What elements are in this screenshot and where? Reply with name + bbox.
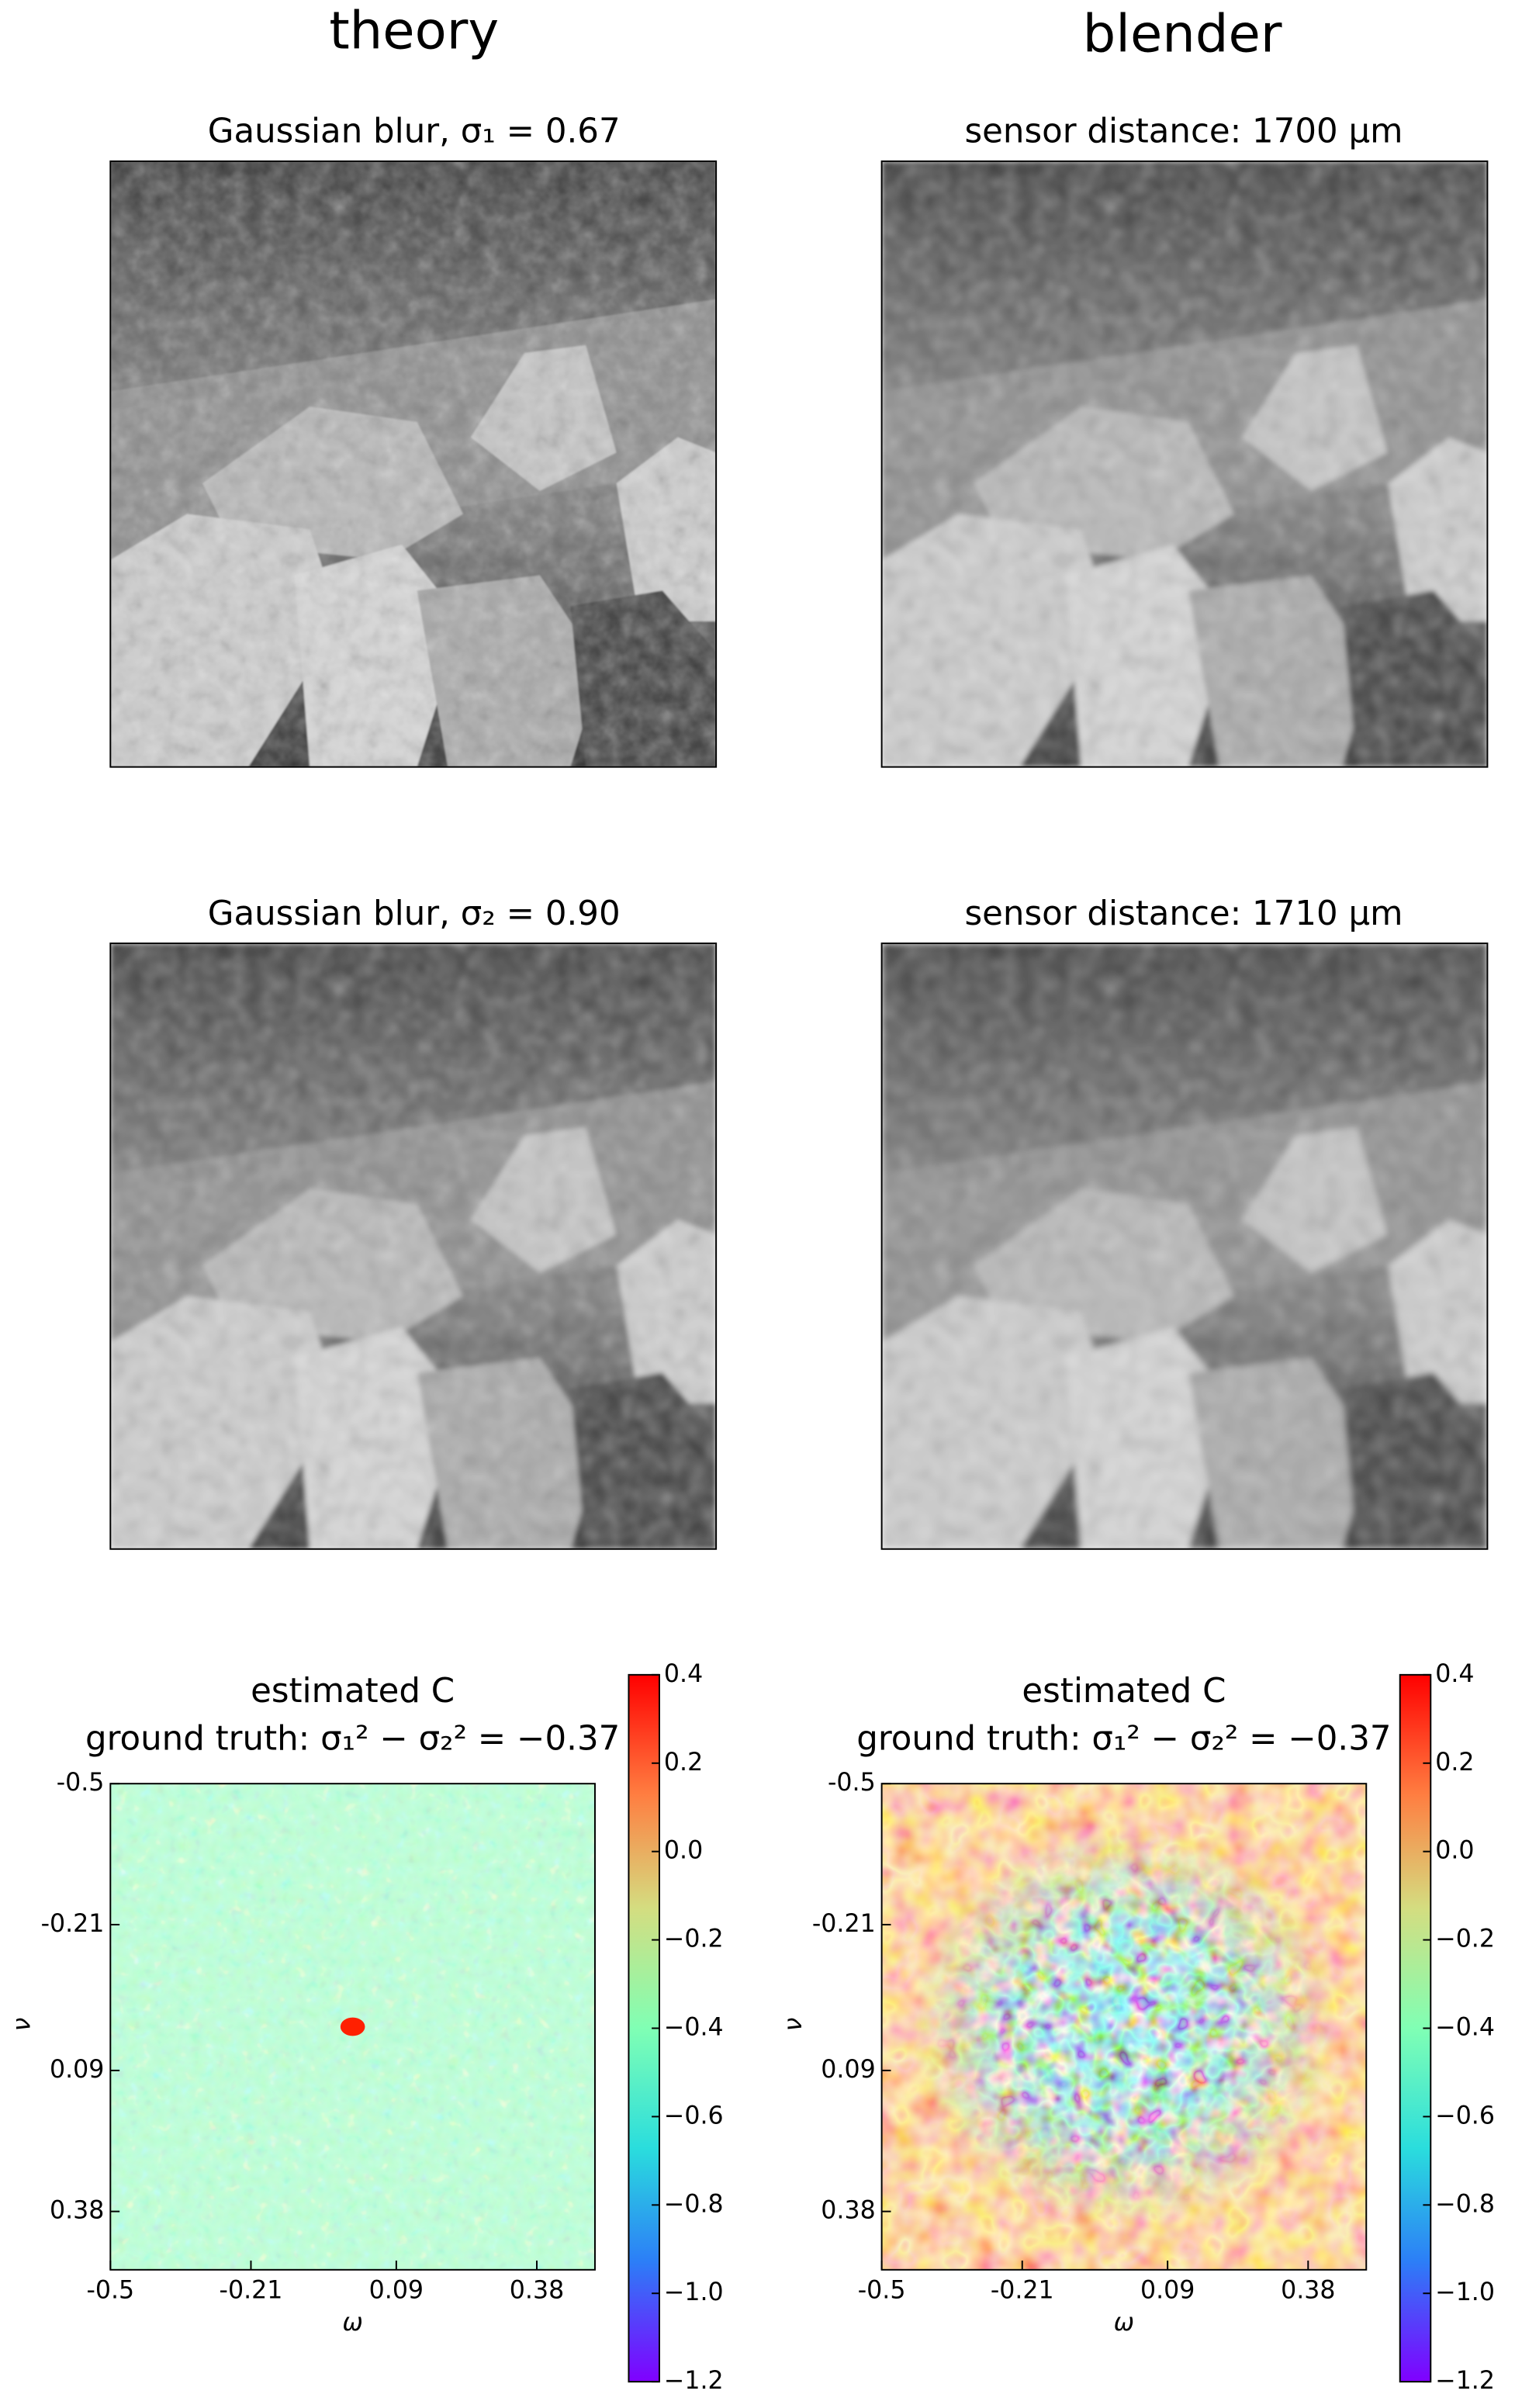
colorbar-tick-label: −0.2 (1435, 1925, 1495, 1953)
y-axis-label: ν (9, 2018, 36, 2032)
y-tick-label: -0.5 (57, 1769, 105, 1797)
frame (109, 160, 718, 768)
x-tick-label: 0.38 (1281, 2276, 1335, 2304)
colorbar-tick-label: 0.4 (1435, 1660, 1474, 1688)
x-axis-label: ω (342, 2309, 362, 2337)
colorbar-tick-label: −0.4 (1435, 2013, 1495, 2041)
colorbar-tick-label: 0.2 (664, 1749, 703, 1777)
y-tick-label: 0.09 (50, 2056, 104, 2084)
y-tick-label: 0.09 (821, 2056, 875, 2084)
y-axis-label: ν (780, 2018, 808, 2032)
colorbar-tick-label: 0.4 (664, 1660, 703, 1688)
photo (110, 943, 716, 1549)
frame (109, 942, 718, 1550)
colorbar-tick-label: −1.0 (1435, 2278, 1495, 2306)
x-tick-label: 0.09 (369, 2276, 424, 2304)
column-header: theory (329, 0, 499, 61)
x-tick-label: 0.38 (510, 2276, 564, 2304)
colorbar-tick-label: −0.8 (1435, 2190, 1495, 2218)
chart-title: estimated C (251, 1672, 455, 1711)
frame (880, 160, 1489, 768)
heatmap-center-field (912, 1829, 1336, 2224)
x-tick-label: -0.5 (86, 2276, 134, 2304)
heatmap-center (912, 1829, 1336, 2224)
colorbar-tick-label: 0.2 (1435, 1749, 1474, 1777)
panel-title: sensor distance: 1710 μm (965, 894, 1403, 933)
panel-title: Gaussian blur, σ₂ = 0.90 (208, 894, 621, 933)
colorbar-tick-label: −0.4 (664, 2013, 724, 2041)
colorbar-tick-label: −1.2 (1435, 2367, 1495, 2395)
column-header: blender (1083, 3, 1282, 64)
x-tick-label: -0.21 (991, 2276, 1054, 2304)
x-tick-label: 0.09 (1140, 2276, 1195, 2304)
chart-title: estimated C (1022, 1672, 1226, 1711)
colorbar-tick-label: −0.6 (664, 2102, 724, 2129)
x-tick-label: -0.21 (220, 2276, 283, 2304)
x-tick-label: -0.5 (858, 2276, 906, 2304)
photo (882, 943, 1488, 1549)
colorbar-tick-label: −1.2 (664, 2367, 724, 2395)
colorbar-tick-label: −0.6 (1435, 2102, 1495, 2129)
colorbar-tick-label: 0.0 (1435, 1837, 1474, 1865)
y-tick-label: 0.38 (50, 2197, 104, 2225)
colorbar-tick-label: −0.2 (664, 1925, 724, 1953)
panel-title: sensor distance: 1700 μm (965, 112, 1403, 151)
photo (110, 161, 716, 767)
x-axis-label: ω (1114, 2309, 1134, 2337)
y-tick-label: -0.5 (828, 1769, 876, 1797)
plot-frame (109, 1783, 596, 2271)
chart-subtitle: ground truth: σ₁² − σ₂² = −0.37 (856, 1719, 1391, 1758)
chart-subtitle: ground truth: σ₁² − σ₂² = −0.37 (85, 1719, 620, 1758)
panel-title: Gaussian blur, σ₁ = 0.67 (208, 112, 621, 151)
y-tick-label: -0.21 (812, 1910, 876, 1938)
heatmap-center (340, 2017, 365, 2036)
y-tick-label: 0.38 (821, 2197, 875, 2225)
colorbar-tick-label: −1.0 (664, 2278, 724, 2306)
colorbar-tick-label: 0.0 (664, 1837, 703, 1865)
frame (880, 942, 1489, 1550)
photo (882, 161, 1488, 767)
plot-frame (880, 1783, 1368, 2271)
colorbar-tick-label: −0.8 (664, 2190, 724, 2218)
y-tick-label: -0.21 (41, 1910, 105, 1938)
